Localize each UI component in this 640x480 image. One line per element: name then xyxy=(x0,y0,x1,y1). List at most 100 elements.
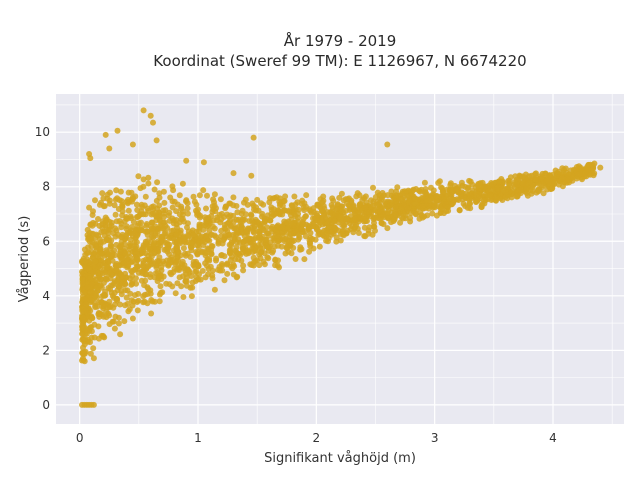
data-point xyxy=(502,189,509,196)
data-point xyxy=(492,194,499,201)
data-point xyxy=(87,275,94,281)
data-point xyxy=(428,184,434,191)
data-point xyxy=(404,205,411,212)
data-point xyxy=(211,191,218,198)
data-point xyxy=(297,246,304,253)
data-point xyxy=(259,213,265,220)
data-point xyxy=(477,180,484,187)
x-tick-label: 0 xyxy=(76,431,84,445)
data-point xyxy=(558,175,565,182)
data-point xyxy=(230,170,237,177)
data-point xyxy=(222,226,229,232)
data-point xyxy=(511,179,518,186)
data-point xyxy=(211,225,218,232)
data-point xyxy=(129,315,136,322)
data-point xyxy=(274,235,280,241)
data-point xyxy=(544,186,551,193)
data-point xyxy=(90,345,97,352)
data-point xyxy=(456,207,463,213)
data-point xyxy=(140,263,147,270)
data-point xyxy=(307,207,314,214)
data-point xyxy=(156,190,163,197)
data-point xyxy=(285,208,292,215)
data-point xyxy=(123,223,130,230)
data-point xyxy=(368,197,374,204)
data-point xyxy=(291,193,298,200)
data-point xyxy=(213,255,220,262)
data-point xyxy=(379,194,386,201)
y-tick-label: 10 xyxy=(35,125,50,139)
data-point xyxy=(519,180,526,187)
data-point xyxy=(249,249,256,255)
data-point xyxy=(147,287,154,294)
data-point xyxy=(95,216,101,222)
data-point xyxy=(433,197,440,204)
data-point xyxy=(195,249,202,256)
data-point xyxy=(79,268,85,275)
data-point xyxy=(352,215,359,222)
data-point xyxy=(112,313,119,320)
data-point xyxy=(151,249,158,256)
data-point xyxy=(79,314,86,321)
data-point xyxy=(143,244,150,251)
data-point xyxy=(149,228,156,235)
data-point xyxy=(591,160,598,167)
data-point xyxy=(250,262,257,269)
data-point xyxy=(306,248,313,255)
data-point xyxy=(215,239,222,245)
data-point xyxy=(110,318,117,325)
data-point xyxy=(519,173,526,180)
data-point xyxy=(282,250,289,257)
data-point xyxy=(576,163,582,170)
data-point xyxy=(122,280,129,287)
data-point xyxy=(404,193,411,200)
data-point xyxy=(388,188,395,195)
data-point xyxy=(291,211,298,218)
data-point xyxy=(234,250,241,257)
data-point xyxy=(392,211,399,218)
data-point xyxy=(162,222,169,229)
data-point xyxy=(106,145,113,152)
data-point xyxy=(85,265,92,272)
data-point xyxy=(150,119,156,126)
data-point xyxy=(419,203,426,210)
data-point xyxy=(135,173,142,180)
data-point xyxy=(435,179,442,186)
data-point xyxy=(236,223,243,230)
data-point xyxy=(98,298,105,305)
data-point xyxy=(156,298,163,305)
data-point xyxy=(251,229,257,236)
data-point xyxy=(233,203,240,209)
data-point xyxy=(209,208,216,215)
data-point xyxy=(392,198,399,205)
data-point xyxy=(86,204,93,211)
data-point xyxy=(173,217,180,223)
data-point xyxy=(158,267,165,274)
data-point xyxy=(119,255,126,262)
data-point xyxy=(205,271,212,278)
data-point xyxy=(120,274,127,281)
data-point xyxy=(98,229,105,236)
data-point xyxy=(115,320,122,327)
data-point xyxy=(397,219,404,226)
data-point xyxy=(513,193,520,200)
data-point xyxy=(79,276,86,283)
data-point xyxy=(186,239,193,246)
data-point xyxy=(168,235,175,242)
data-point xyxy=(131,266,138,273)
data-point xyxy=(261,219,268,226)
data-point xyxy=(351,207,358,214)
data-point xyxy=(273,228,280,235)
data-point xyxy=(393,188,400,195)
data-point xyxy=(291,222,298,229)
data-point xyxy=(208,250,215,257)
data-point xyxy=(279,233,286,240)
data-point xyxy=(399,190,406,197)
data-point xyxy=(90,401,97,408)
data-point xyxy=(121,218,128,225)
data-point xyxy=(121,318,128,325)
data-point xyxy=(334,201,341,208)
data-point xyxy=(334,205,340,212)
data-point xyxy=(199,267,206,274)
data-point xyxy=(117,331,124,338)
